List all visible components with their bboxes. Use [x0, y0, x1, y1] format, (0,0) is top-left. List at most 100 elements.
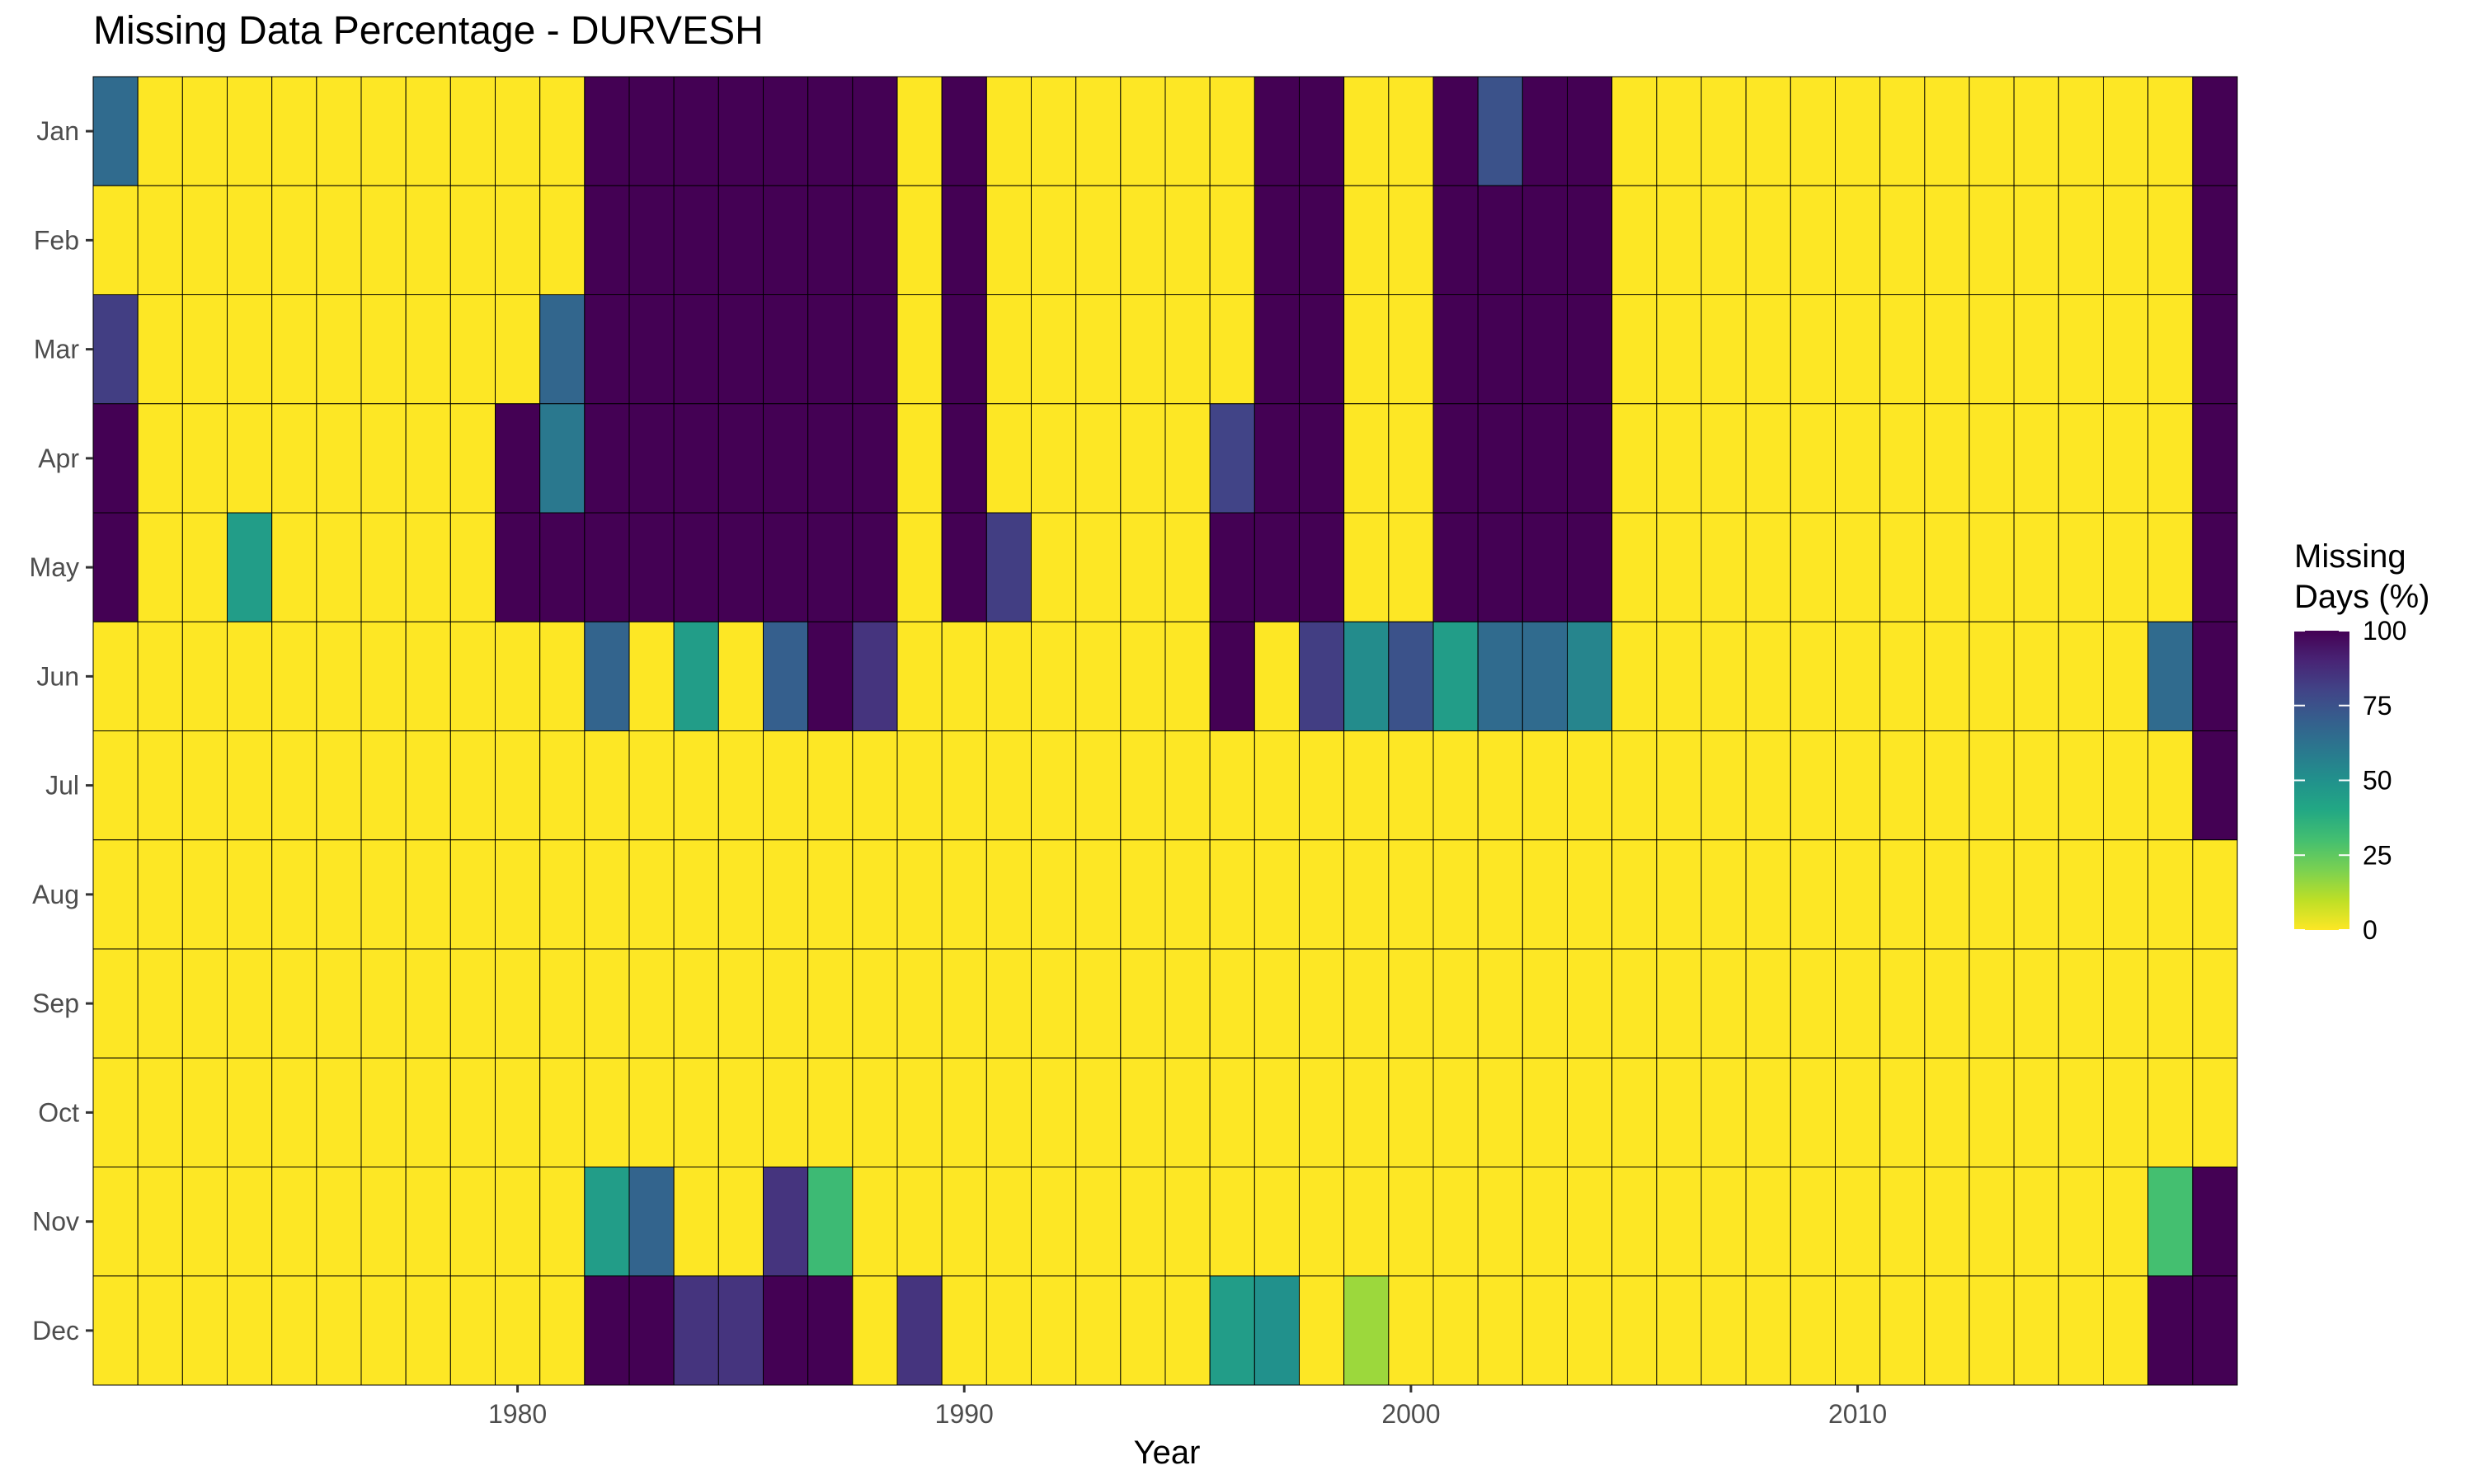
- y-tick-label: Nov: [32, 1207, 79, 1237]
- heatmap-cell: [985, 730, 1032, 841]
- heatmap-cell: [1700, 1275, 1747, 1386]
- heatmap-cell: [584, 294, 630, 405]
- heatmap-cell: [852, 1057, 898, 1167]
- heatmap-cell: [1477, 403, 1523, 514]
- heatmap-cell: [1835, 730, 1881, 841]
- heatmap-cell: [1031, 403, 1077, 514]
- heatmap-cell: [763, 1275, 809, 1386]
- heatmap-cell: [316, 294, 362, 405]
- heatmap-cell: [1299, 730, 1345, 841]
- heatmap-cell: [2058, 185, 2104, 295]
- heatmap-cell: [271, 512, 317, 622]
- chart-title: Missing Data Percentage - DURVESH: [93, 9, 764, 53]
- heatmap-cell: [2192, 403, 2238, 514]
- heatmap-cell: [1075, 512, 1122, 622]
- heatmap-cell: [1164, 621, 1211, 731]
- heatmap-cell: [1388, 730, 1434, 841]
- heatmap-cell: [1835, 839, 1881, 950]
- heatmap-cell: [1477, 1167, 1523, 1277]
- legend-title-line-2: Days (%): [2294, 579, 2429, 615]
- heatmap-cell: [181, 1057, 228, 1167]
- heatmap-cell: [539, 621, 586, 731]
- heatmap-cell: [316, 948, 362, 1059]
- heatmap-cell: [2147, 185, 2194, 295]
- heatmap-cell: [1343, 294, 1390, 405]
- heatmap-cell: [271, 948, 317, 1059]
- heatmap-cell: [1031, 948, 1077, 1059]
- heatmap-cell: [1253, 512, 1300, 622]
- heatmap-cell: [449, 621, 496, 731]
- heatmap-cell: [271, 294, 317, 405]
- heatmap-cell: [1656, 403, 1702, 514]
- heatmap-cell: [896, 76, 943, 186]
- heatmap-cell: [2192, 185, 2238, 295]
- y-tick-label: Aug: [32, 880, 79, 909]
- y-tick-label: Sep: [32, 989, 79, 1018]
- heatmap-cell: [360, 185, 407, 295]
- heatmap-cell: [495, 185, 541, 295]
- heatmap-cell: [1835, 1167, 1881, 1277]
- heatmap-cell: [405, 621, 451, 731]
- heatmap-cell: [1343, 730, 1390, 841]
- heatmap-cell: [227, 403, 273, 514]
- x-tick-label: 2010: [1828, 1399, 1887, 1429]
- heatmap-cell: [673, 76, 719, 186]
- heatmap-cell: [92, 1057, 139, 1167]
- heatmap-cell: [2147, 948, 2194, 1059]
- heatmap-cell: [1209, 512, 1255, 622]
- heatmap-cell: [2013, 730, 2059, 841]
- heatmap-cell: [1611, 839, 1658, 950]
- heatmap-cell: [539, 1167, 586, 1277]
- heatmap-cell: [1745, 948, 1791, 1059]
- heatmap-cell: [1611, 948, 1658, 1059]
- heatmap-cell: [584, 621, 630, 731]
- heatmap-cell: [539, 403, 586, 514]
- heatmap-cell: [1522, 730, 1569, 841]
- heatmap-cell: [1522, 512, 1569, 622]
- heatmap-cell: [1253, 1167, 1300, 1277]
- heatmap-cell: [2192, 1057, 2238, 1167]
- heatmap-cell: [1209, 76, 1255, 186]
- heatmap-cell: [360, 512, 407, 622]
- heatmap-cell: [539, 185, 586, 295]
- heatmap-cell: [2103, 185, 2149, 295]
- heatmap-cell: [360, 403, 407, 514]
- heatmap-cell: [1209, 1057, 1255, 1167]
- heatmap-cell: [92, 1275, 139, 1386]
- heatmap-cell: [1790, 294, 1836, 405]
- heatmap-cell: [628, 730, 675, 841]
- heatmap-cell: [584, 948, 630, 1059]
- heatmap-cell: [137, 512, 183, 622]
- heatmap-cell: [2192, 730, 2238, 841]
- legend-tick-label: 0: [2363, 915, 2378, 945]
- heatmap-cell: [1388, 621, 1434, 731]
- heatmap-cell: [1879, 839, 1926, 950]
- heatmap-cell: [1522, 294, 1569, 405]
- heatmap-cell: [1835, 294, 1881, 405]
- heatmap-cell: [1745, 1167, 1791, 1277]
- heatmap-cell: [896, 1167, 943, 1277]
- heatmap-cell: [852, 403, 898, 514]
- heatmap-cell: [985, 512, 1032, 622]
- heatmap-cell: [1879, 1167, 1926, 1277]
- heatmap-cell: [2192, 1167, 2238, 1277]
- heatmap-cell: [1253, 185, 1300, 295]
- y-tick-label: Feb: [34, 225, 79, 255]
- heatmap-cell: [495, 839, 541, 950]
- heatmap-cell: [227, 839, 273, 950]
- heatmap-cell: [852, 76, 898, 186]
- heatmap-cell: [271, 730, 317, 841]
- x-axis: 1980 1990 2000 2010: [488, 1385, 1887, 1429]
- heatmap-cell: [1835, 512, 1881, 622]
- heatmap-cell: [673, 1275, 719, 1386]
- heatmap-cell: [584, 1057, 630, 1167]
- heatmap-cell: [941, 839, 987, 950]
- heatmap-cell: [495, 621, 541, 731]
- heatmap-cell: [1790, 1275, 1836, 1386]
- heatmap-cell: [1299, 1167, 1345, 1277]
- heatmap-cell: [539, 1275, 586, 1386]
- heatmap-cell: [807, 948, 854, 1059]
- heatmap-cell: [584, 730, 630, 841]
- heatmap-cell: [763, 76, 809, 186]
- heatmap-cell: [1120, 730, 1166, 841]
